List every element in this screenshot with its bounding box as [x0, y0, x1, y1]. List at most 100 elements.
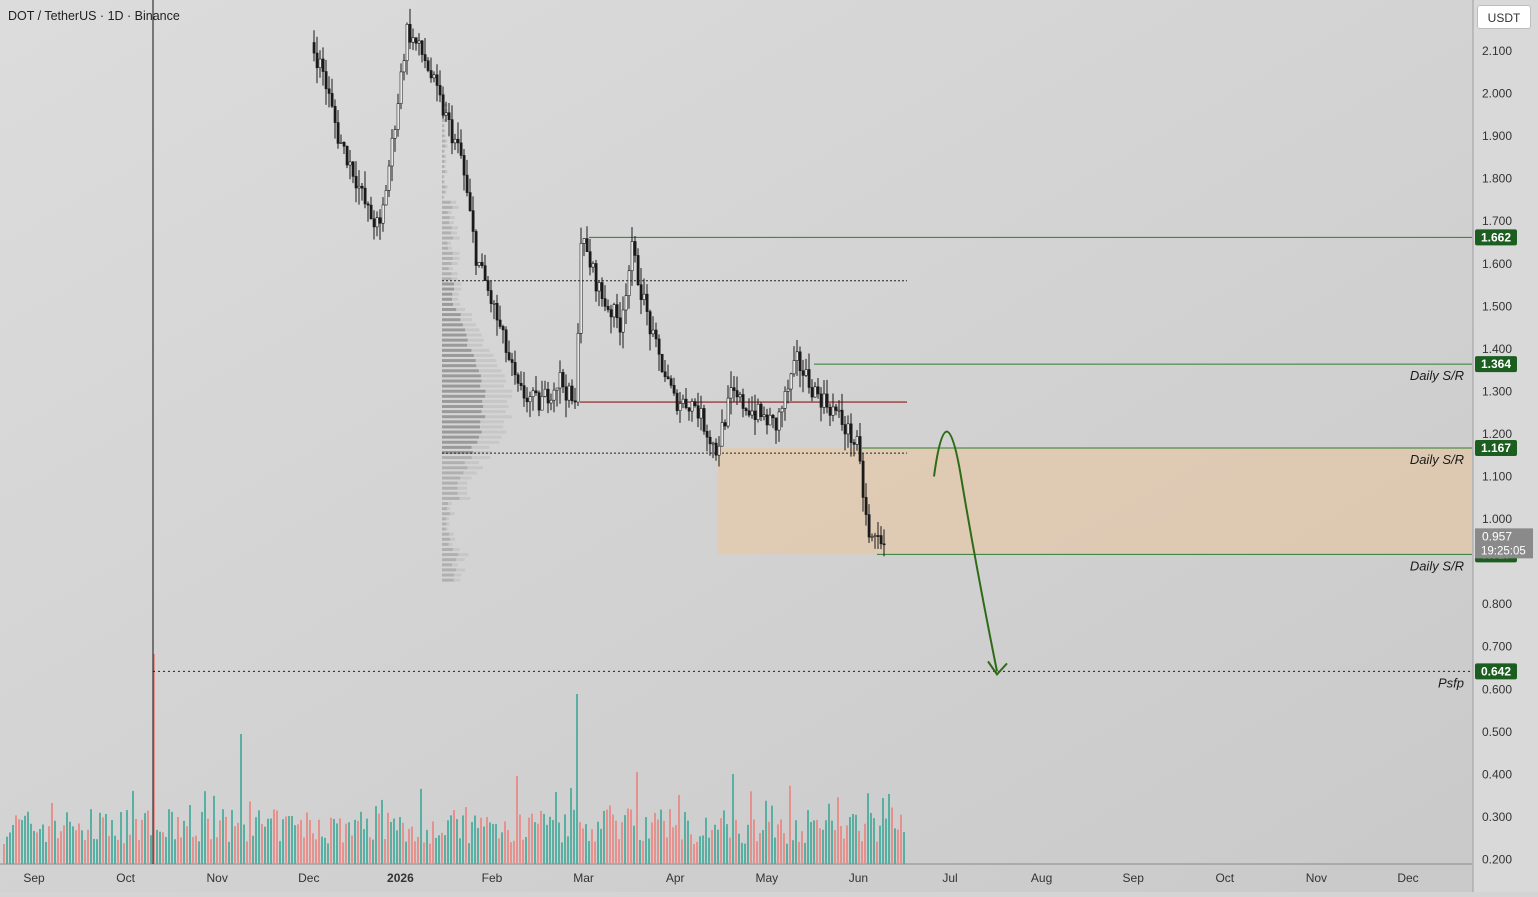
- volume-bar: [264, 826, 266, 864]
- volume-bar: [564, 814, 566, 864]
- profile-bar: [454, 573, 462, 577]
- profile-bar: [445, 144, 448, 148]
- volume-bar: [63, 825, 65, 864]
- candle-body: [609, 309, 613, 318]
- candle-body: [807, 369, 811, 388]
- volume-bar: [345, 823, 347, 864]
- profile-bar: [442, 445, 472, 449]
- volume-bar: [663, 820, 665, 864]
- candle-body: [702, 408, 706, 432]
- volume-bar: [711, 829, 713, 864]
- candle-body: [513, 362, 517, 376]
- volume-bar: [654, 812, 656, 864]
- volume-bar: [465, 807, 467, 864]
- volume-bar: [183, 820, 185, 864]
- profile-bar: [450, 200, 457, 204]
- volume-bar: [177, 817, 179, 864]
- candle-body: [333, 105, 337, 123]
- price-axis: 2.100 2.000 1.900 1.800 1.700 1.600 1.500 1.400…: [1475, 44, 1533, 866]
- volume-bar: [246, 841, 248, 864]
- profile-bar: [442, 333, 467, 337]
- volume-bar: [759, 832, 761, 864]
- volume-bar: [468, 843, 470, 864]
- profile-bar: [446, 522, 450, 526]
- profile-bar: [457, 481, 468, 485]
- profile-bar: [442, 491, 458, 495]
- candle-body: [423, 54, 427, 61]
- volume-bar: [54, 820, 56, 864]
- volume-bar: [279, 841, 281, 864]
- candle-body: [477, 262, 481, 266]
- volume-bar: [801, 831, 803, 864]
- profile-bar: [442, 450, 474, 454]
- candle-body: [495, 302, 499, 321]
- volume-bar: [678, 794, 680, 864]
- candle-body: [708, 436, 712, 445]
- profile-bar: [485, 394, 512, 398]
- candle-body: [543, 388, 547, 397]
- profile-bar: [451, 277, 458, 281]
- profile-bar: [442, 231, 452, 235]
- profile-bar: [442, 359, 476, 363]
- time-tick: Sep: [23, 871, 45, 885]
- candle-body: [324, 71, 328, 90]
- candle-body: [540, 396, 544, 411]
- volume-bar: [477, 827, 479, 864]
- volume-bar: [780, 819, 782, 864]
- volume-bar: [24, 815, 26, 864]
- candle-body: [723, 422, 727, 427]
- candle-body: [375, 217, 379, 228]
- volume-bar: [300, 819, 302, 864]
- volume-bar: [21, 820, 23, 864]
- volume-bar: [603, 810, 605, 864]
- profile-bar: [442, 129, 445, 133]
- volume-bar: [315, 839, 317, 864]
- profile-bar: [442, 486, 458, 490]
- profile-bar: [452, 251, 460, 255]
- currency-button[interactable]: USDT: [1477, 5, 1531, 29]
- volume-bar: [753, 819, 755, 864]
- profile-bar: [451, 231, 457, 235]
- volume-bar: [594, 841, 596, 864]
- profile-bar: [445, 185, 448, 189]
- volume-bar: [141, 819, 143, 864]
- time-tick: 2026: [387, 871, 414, 885]
- candle-body: [339, 142, 343, 144]
- profile-bar: [442, 313, 461, 317]
- volume-bar: [69, 821, 71, 864]
- candle-body: [489, 290, 493, 304]
- candle-body: [657, 338, 661, 355]
- profile-bar: [448, 542, 453, 546]
- volume-bar: [768, 821, 770, 864]
- volume-bar: [162, 832, 164, 864]
- candle-body: [345, 145, 349, 166]
- volume-bar: [795, 820, 797, 864]
- volume-bar: [567, 836, 569, 864]
- volume-bar: [486, 816, 488, 864]
- profile-bar: [448, 267, 454, 271]
- profile-bar: [485, 415, 512, 419]
- candle-body: [354, 176, 358, 189]
- candle-body: [690, 401, 694, 412]
- volume-bar: [693, 843, 695, 864]
- candle-body: [462, 155, 466, 176]
- volume-bar: [459, 838, 461, 864]
- profile-bar: [481, 410, 506, 414]
- current-price-badge: [1475, 528, 1533, 559]
- volume-bar: [552, 820, 554, 864]
- candle-body: [468, 192, 472, 211]
- time-tick: Dec: [298, 871, 319, 885]
- profile-bar: [451, 272, 458, 276]
- profile-bar: [442, 216, 450, 220]
- volume-bar: [573, 809, 575, 864]
- candle-body: [882, 543, 886, 546]
- profile-bar: [464, 461, 479, 465]
- volume-bar: [108, 835, 110, 864]
- volume-bar: [699, 836, 701, 864]
- profile-bar: [467, 343, 483, 347]
- candle-body: [348, 161, 352, 166]
- candle-body: [525, 397, 529, 403]
- profile-bar: [442, 343, 468, 347]
- volume-bar: [837, 797, 839, 864]
